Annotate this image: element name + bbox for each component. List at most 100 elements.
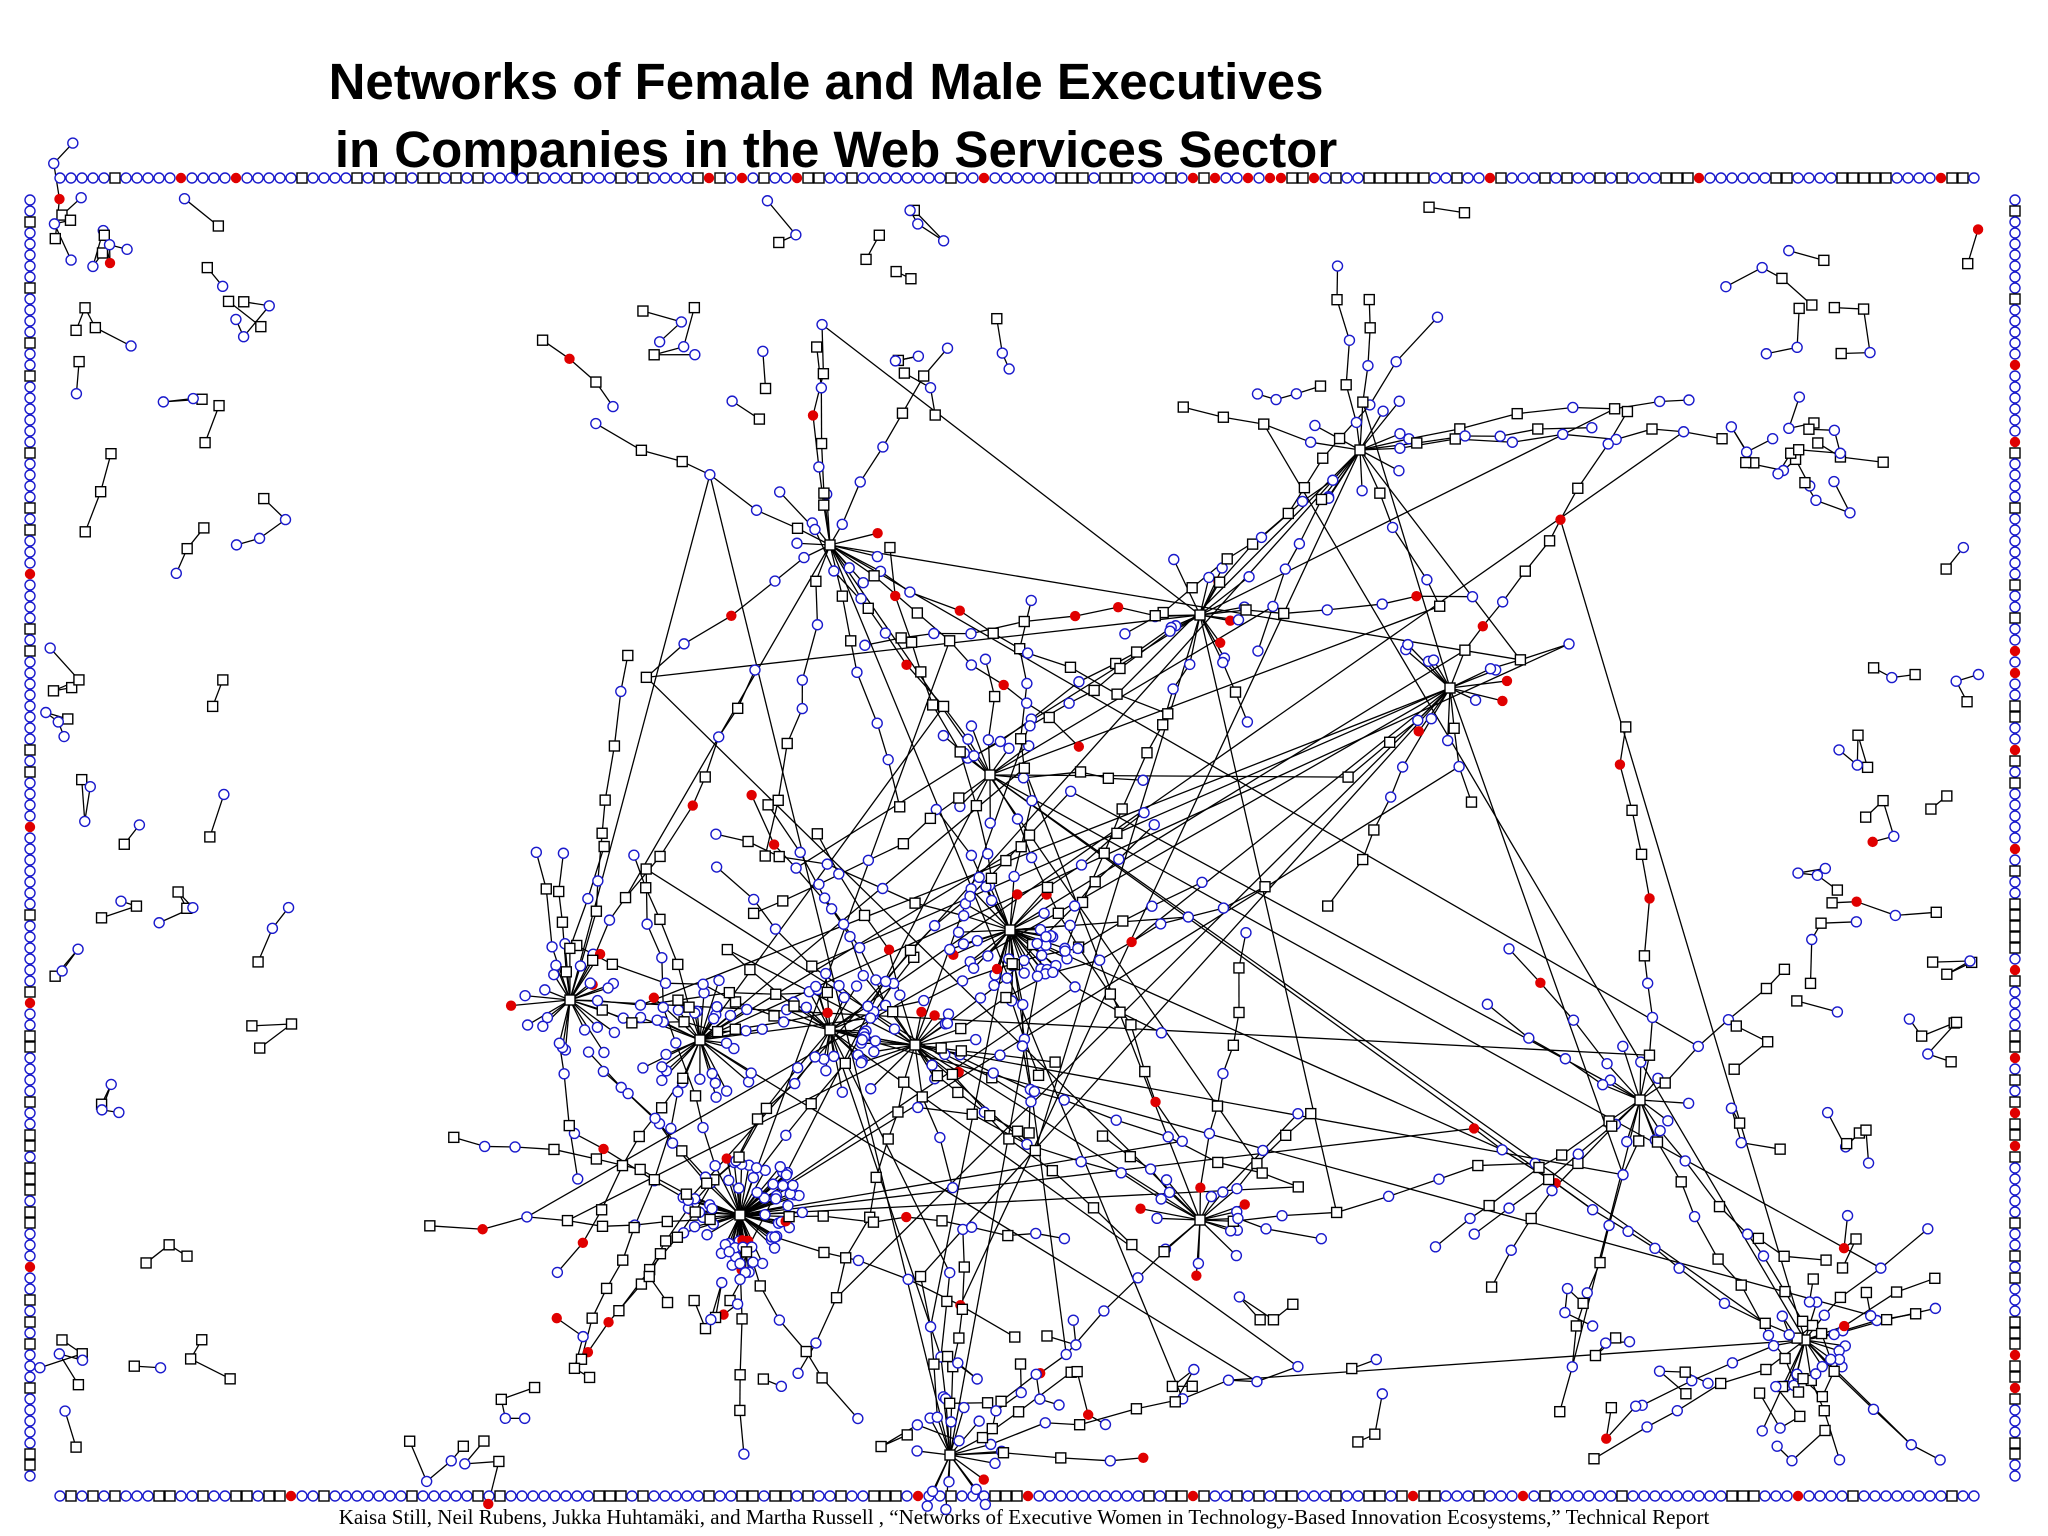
company-node <box>1267 1314 1280 1326</box>
female-executive-node <box>998 679 1009 691</box>
company-node <box>1231 1490 1243 1502</box>
male-executive-node <box>1433 1173 1445 1185</box>
female-executive-node <box>1112 601 1124 613</box>
male-executive-node <box>1053 1399 1065 1411</box>
network-edge <box>914 1044 960 1073</box>
company-node <box>1297 172 1309 184</box>
network-edge <box>1614 400 1660 410</box>
male-executive-node <box>790 862 802 874</box>
male-executive-node <box>1008 870 1020 883</box>
male-executive-node <box>1599 1337 1612 1349</box>
male-executive-node <box>1875 1262 1887 1274</box>
company-node <box>1831 884 1844 896</box>
company-node <box>586 1312 598 1324</box>
male-executive-node <box>1068 900 1081 912</box>
male-executive-node <box>1001 972 1013 984</box>
male-executive-node <box>677 341 690 353</box>
male-executive-node <box>2009 953 2021 965</box>
male-executive-node <box>24 579 36 591</box>
network-edge <box>1034 614 1201 1151</box>
male-executive-node <box>1231 172 1243 184</box>
network-edge <box>841 481 861 525</box>
company-node <box>24 1162 36 1174</box>
network-edge <box>1593 1426 1648 1460</box>
company-node <box>800 1345 812 1358</box>
company-node <box>1877 456 1889 468</box>
network-edge <box>1078 946 1111 995</box>
company-node <box>811 828 824 840</box>
network-edge <box>944 1053 993 1079</box>
male-executive-node <box>24 1283 36 1295</box>
male-executive-node <box>1803 1296 1816 1308</box>
male-executive-node <box>24 480 36 492</box>
male-executive-node <box>2009 1173 2021 1185</box>
company-node <box>593 1490 605 1502</box>
company-node <box>1633 1135 1645 1147</box>
network-edge <box>909 591 961 612</box>
company-node <box>1473 1490 1485 1502</box>
company-node <box>217 674 229 686</box>
male-executive-node <box>862 1000 874 1012</box>
male-executive-node <box>1550 172 1562 184</box>
company-node <box>1458 207 1471 219</box>
company-node <box>1940 563 1952 575</box>
male-executive-node <box>1572 172 1584 184</box>
male-executive-node <box>1176 172 1188 184</box>
network-edge <box>887 759 901 807</box>
male-executive-node <box>24 854 36 866</box>
network-edge <box>829 532 878 546</box>
male-executive-node <box>24 1008 36 1020</box>
male-executive-node <box>1356 485 1368 497</box>
company-node <box>740 1246 753 1258</box>
company-node <box>204 831 216 843</box>
female-executive-node <box>768 839 780 850</box>
network-edge <box>730 580 776 617</box>
company-node <box>818 487 830 499</box>
male-executive-node <box>70 387 83 400</box>
company-node <box>24 337 36 349</box>
company-node <box>914 1270 927 1283</box>
male-executive-node <box>530 846 543 859</box>
male-executive-node <box>373 1490 385 1502</box>
network-edge <box>816 346 823 388</box>
male-executive-node <box>2009 491 2021 503</box>
male-executive-node <box>988 979 1000 992</box>
male-executive-node <box>1781 1490 1793 1502</box>
male-executive-node <box>1759 1490 1771 1502</box>
male-executive-node <box>1627 1490 1639 1502</box>
company-node <box>1748 1490 1760 1502</box>
company-node <box>744 963 756 976</box>
male-executive-node <box>602 982 614 994</box>
female-executive-node <box>822 1007 833 1019</box>
male-executive-node <box>1015 1386 1027 1399</box>
male-executive-node <box>1762 1329 1775 1342</box>
company-node <box>1962 257 1974 270</box>
network-edge <box>1093 1207 1133 1246</box>
male-executive-node <box>985 1438 997 1451</box>
network-edge <box>989 605 1440 776</box>
network-edge <box>775 928 813 967</box>
network-edge <box>1265 1228 1322 1240</box>
male-executive-node <box>770 1193 782 1205</box>
company-node <box>1286 1490 1298 1502</box>
company-node <box>153 1490 165 1502</box>
company-node <box>633 1130 645 1143</box>
male-executive-node <box>672 1004 685 1016</box>
network-edge <box>899 994 916 1046</box>
network-edge <box>1605 1405 1637 1440</box>
network-edge <box>821 1377 859 1419</box>
male-executive-node <box>759 1208 771 1221</box>
network-edge <box>1030 681 1080 720</box>
company-node <box>805 1098 817 1110</box>
male-executive-node <box>2009 337 2021 349</box>
company-node <box>2009 865 2021 877</box>
company-node <box>870 1171 882 1184</box>
male-executive-node <box>1748 172 1760 184</box>
network-edge <box>1449 680 1508 689</box>
male-executive-node <box>79 815 91 828</box>
company-node <box>772 794 784 807</box>
company-node <box>73 355 85 368</box>
network-edge <box>1228 1339 1806 1381</box>
male-executive-node <box>1720 280 1732 293</box>
company-node <box>1880 1313 1893 1326</box>
